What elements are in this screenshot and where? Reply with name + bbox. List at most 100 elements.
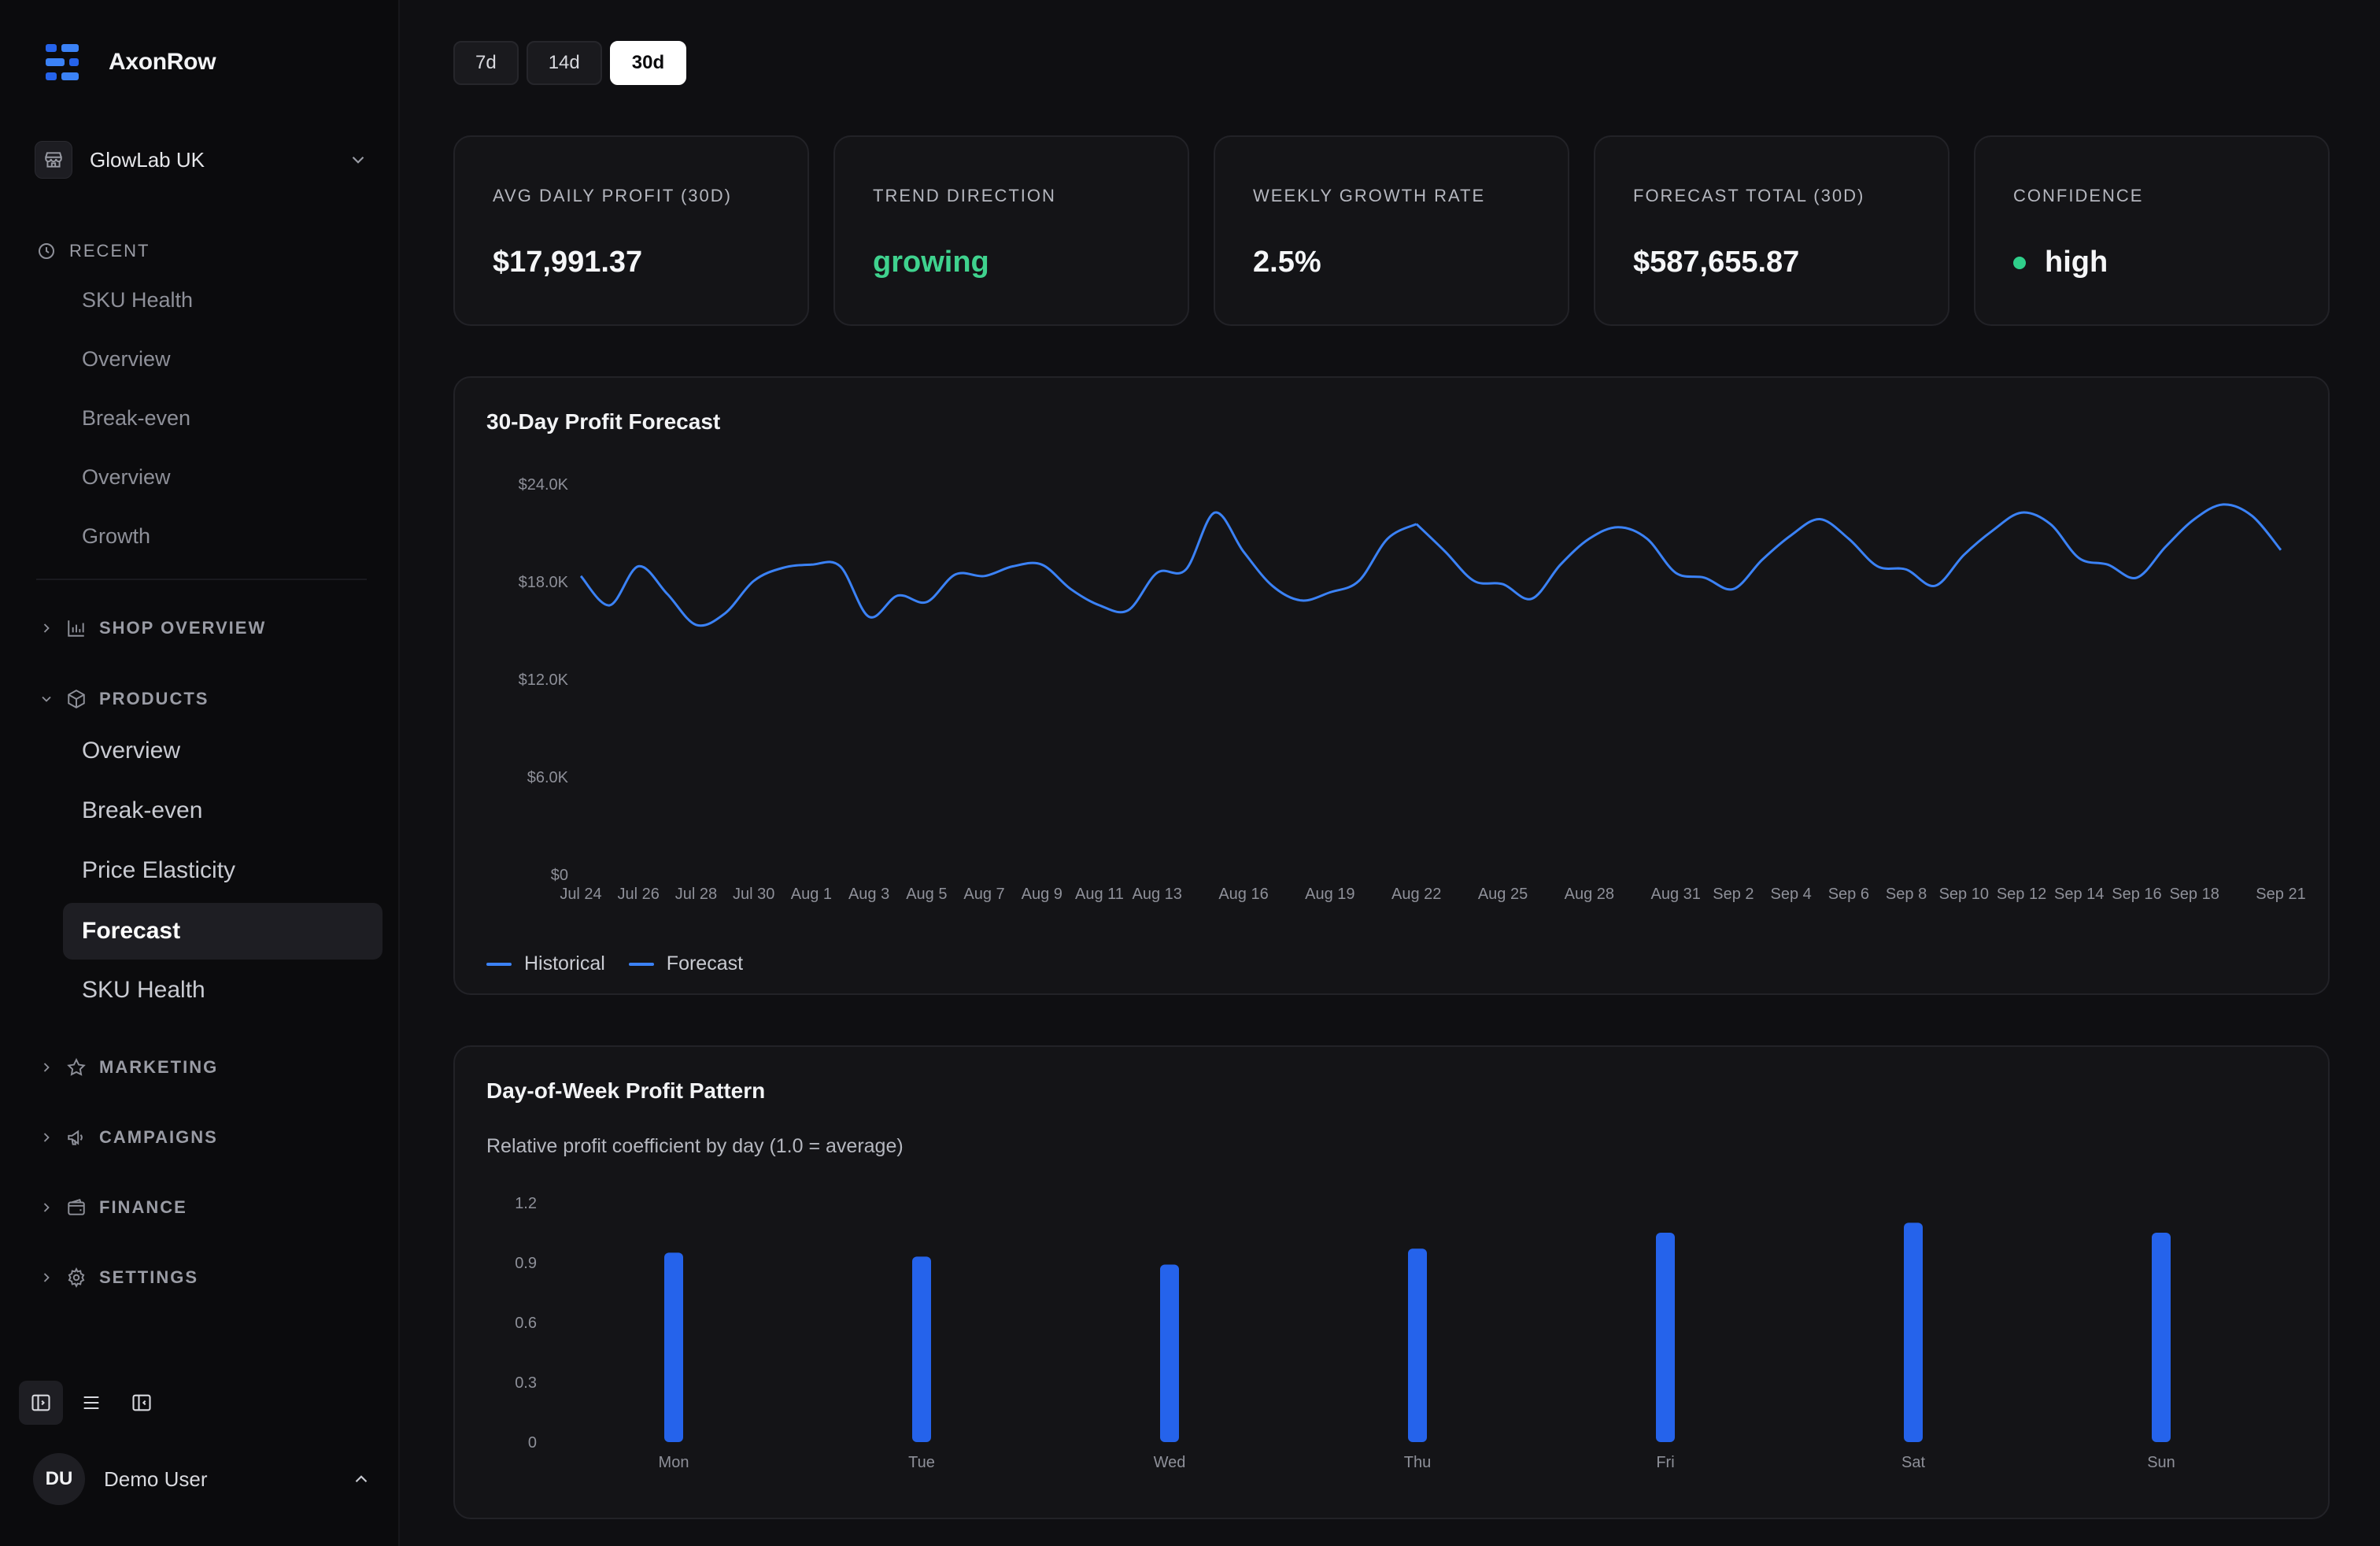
group-label: CAMPAIGNS — [99, 1127, 218, 1147]
kpi-value: $587,655.87 — [1633, 246, 1800, 279]
x-tick-label: Aug 25 — [1478, 886, 1528, 903]
x-tick-label: Aug 7 — [963, 886, 1004, 903]
sidebar-divider — [36, 579, 367, 580]
chart-legend: Historical Forecast — [486, 952, 743, 975]
group-label: MARKETING — [99, 1057, 219, 1077]
sidebar-item-overview[interactable]: Overview — [82, 738, 181, 764]
x-tick-label: Aug 19 — [1305, 886, 1354, 903]
user-name: Demo User — [104, 1466, 208, 1491]
day-of-week-chart-card: Day-of-Week Profit Pattern Relative prof… — [453, 1045, 2330, 1519]
x-tick-label: Aug 16 — [1218, 886, 1268, 903]
y-tick-label: 0.3 — [515, 1374, 537, 1392]
kpi-card-trend-direction: TREND DIRECTION growing — [833, 135, 1189, 326]
x-tick-label: Sep 8 — [1886, 886, 1927, 903]
x-tick-label: Aug 28 — [1565, 886, 1614, 903]
x-tick-label: Jul 28 — [675, 886, 717, 903]
kpi-label: FORECAST TOTAL (30D) — [1633, 186, 1865, 205]
recent-item-overview[interactable]: Overview — [82, 347, 171, 371]
sidebar-collapse-toggle[interactable] — [120, 1381, 164, 1425]
x-tick-label: Aug 3 — [848, 886, 889, 903]
bar-tue[interactable] — [912, 1256, 931, 1442]
group-settings[interactable]: SETTINGS — [36, 1266, 198, 1289]
y-tick-label: 0.6 — [515, 1315, 537, 1332]
recent-label: RECENT — [69, 241, 150, 261]
group-campaigns[interactable]: CAMPAIGNS — [36, 1126, 218, 1149]
bar-sun[interactable] — [2152, 1233, 2171, 1442]
avatar: DU — [33, 1453, 85, 1505]
y-tick-label: $18.0K — [519, 574, 569, 591]
sidebar-expanded-toggle[interactable] — [19, 1381, 63, 1425]
confidence-text: high — [2045, 246, 2108, 279]
kpi-card-weekly-growth-rate: WEEKLY GROWTH RATE 2.5% — [1214, 135, 1569, 326]
x-tick-label: Aug 9 — [1022, 886, 1062, 903]
shop-name: GlowLab UK — [90, 147, 205, 172]
bar-fri[interactable] — [1656, 1233, 1675, 1442]
group-products[interactable]: PRODUCTS — [36, 687, 209, 711]
shop-switcher[interactable]: GlowLab UK — [31, 137, 376, 183]
bar-mon[interactable] — [664, 1252, 683, 1442]
y-tick-label: $24.0K — [519, 476, 569, 494]
bar-thu[interactable] — [1408, 1248, 1427, 1442]
legend-item-forecast[interactable]: Forecast — [628, 952, 743, 975]
brand-logo-icon — [46, 43, 80, 82]
brand[interactable]: AxonRow — [46, 43, 216, 82]
kpi-card-avg-daily-profit: AVG DAILY PROFIT (30D) $17,991.37 — [453, 135, 809, 326]
sidebar-panel-icon — [31, 1394, 50, 1411]
x-tick-label: Aug 31 — [1650, 886, 1700, 903]
legend-item-historical[interactable]: Historical — [486, 952, 605, 975]
range-tab-30d[interactable]: 30d — [609, 41, 687, 85]
brand-name: AxonRow — [109, 49, 216, 75]
chart-title: 30-Day Profit Forecast — [486, 409, 721, 434]
x-tick-label: Sep 6 — [1828, 886, 1869, 903]
y-tick-label: 0 — [528, 1434, 537, 1452]
x-tick-label: Aug 5 — [906, 886, 947, 903]
megaphone-icon — [65, 1126, 88, 1149]
x-tick-label: Sep 14 — [2054, 886, 2104, 903]
y-tick-label: $12.0K — [519, 671, 569, 689]
package-icon — [65, 687, 88, 711]
range-tab-7d[interactable]: 7d — [453, 41, 519, 85]
user-menu[interactable]: DU Demo User — [33, 1453, 379, 1505]
x-tick-label: Sep 4 — [1770, 886, 1811, 903]
group-finance[interactable]: FINANCE — [36, 1196, 187, 1219]
day-of-week-bar-chart: 0 0.3 0.6 0.9 1.2 Mon Tue Wed Thu Fri Sat Sun — [515, 1195, 2175, 1471]
y-tick-label: 0.9 — [515, 1255, 537, 1272]
group-shop-overview[interactable]: SHOP OVERVIEW — [36, 616, 266, 640]
recent-item-growth[interactable]: Growth — [82, 524, 151, 548]
y-tick-label: $6.0K — [527, 769, 569, 786]
group-marketing[interactable]: MARKETING — [36, 1056, 218, 1079]
kpi-value: $17,991.37 — [493, 246, 643, 279]
sidebar-item-price-elasticity[interactable]: Price Elasticity — [82, 857, 236, 883]
collapse-panel-icon — [132, 1394, 151, 1411]
recent-item-sku-health[interactable]: SKU Health — [82, 288, 194, 312]
kpi-label: TREND DIRECTION — [873, 186, 1056, 205]
recent-item-overview-2[interactable]: Overview — [82, 465, 171, 489]
chart-subtitle: Relative profit coefficient by day (1.0 … — [486, 1135, 904, 1157]
sidebar-item-sku-health[interactable]: SKU Health — [82, 977, 205, 1003]
recent-item-break-even[interactable]: Break-even — [82, 406, 191, 430]
chevron-up-icon — [351, 1469, 371, 1493]
kpi-card-confidence: CONFIDENCE high — [1974, 135, 2330, 326]
kpi-label: WEEKLY GROWTH RATE — [1253, 186, 1486, 205]
sidebar: AxonRow GlowLab UK RECENT SKU Health Ove… — [0, 0, 400, 1546]
chart-title: Day-of-Week Profit Pattern — [486, 1078, 766, 1103]
sidebar-item-break-even[interactable]: Break-even — [82, 797, 203, 823]
forecast-chart-card: 30-Day Profit Forecast $0 $6.0K $12.0K $18.… — [453, 376, 2330, 995]
chevron-right-icon — [36, 1127, 57, 1148]
legend-swatch — [486, 962, 512, 966]
kpi-value: 2.5% — [1253, 246, 1321, 279]
legend-swatch — [628, 962, 654, 966]
x-tick-label: Sep 12 — [1997, 886, 2046, 903]
x-tick-label: Sep 2 — [1713, 886, 1754, 903]
bar-sat[interactable] — [1904, 1222, 1923, 1442]
chevron-right-icon — [36, 618, 57, 638]
store-icon — [35, 141, 72, 179]
list-view-toggle[interactable] — [69, 1381, 113, 1425]
kpi-card-forecast-total: FORECAST TOTAL (30D) $587,655.87 — [1594, 135, 1949, 326]
bar-wed[interactable] — [1160, 1264, 1179, 1442]
kpi-label: AVG DAILY PROFIT (30D) — [493, 186, 732, 205]
x-tick-label: Mon — [659, 1454, 689, 1471]
forecast-series-line — [1415, 503, 2282, 601]
sidebar-item-forecast[interactable]: Forecast — [63, 903, 382, 960]
range-tab-14d[interactable]: 14d — [526, 41, 602, 85]
